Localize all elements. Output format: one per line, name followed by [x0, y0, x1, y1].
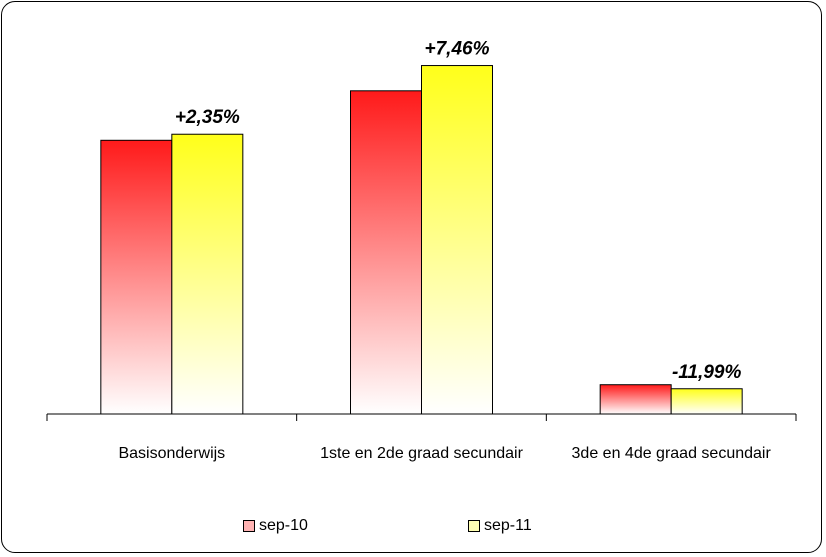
x-tick-label-0: Basisonderwijs [118, 445, 225, 462]
legend: sep-10 sep-11 [0, 517, 826, 541]
bar-sep-10-0 [100, 139, 173, 415]
legend-label-sep-10: sep-10 [259, 517, 308, 534]
bar-sep-10-1 [350, 90, 422, 415]
bar-sep-11-1 [421, 65, 493, 415]
bar-sep-11-2 [670, 388, 743, 415]
bar-sep-11-0 [171, 133, 244, 415]
x-tick-label-1: 1ste en 2de graad secundair [320, 445, 523, 462]
legend-item-sep-10: sep-10 [243, 517, 308, 535]
data-label-2: -11,99% [672, 362, 741, 383]
data-label-0: +2,35% [175, 107, 240, 128]
x-tick-label-2: 3de en 4de graad secundair [572, 445, 772, 462]
legend-swatch-sep-11 [468, 520, 480, 532]
legend-label-sep-11: sep-11 [484, 517, 532, 534]
legend-swatch-sep-10 [243, 520, 255, 532]
data-label-1: +7,46% [425, 39, 490, 60]
legend-item-sep-11: sep-11 [468, 517, 532, 535]
bar-sep-10-2 [599, 384, 672, 415]
